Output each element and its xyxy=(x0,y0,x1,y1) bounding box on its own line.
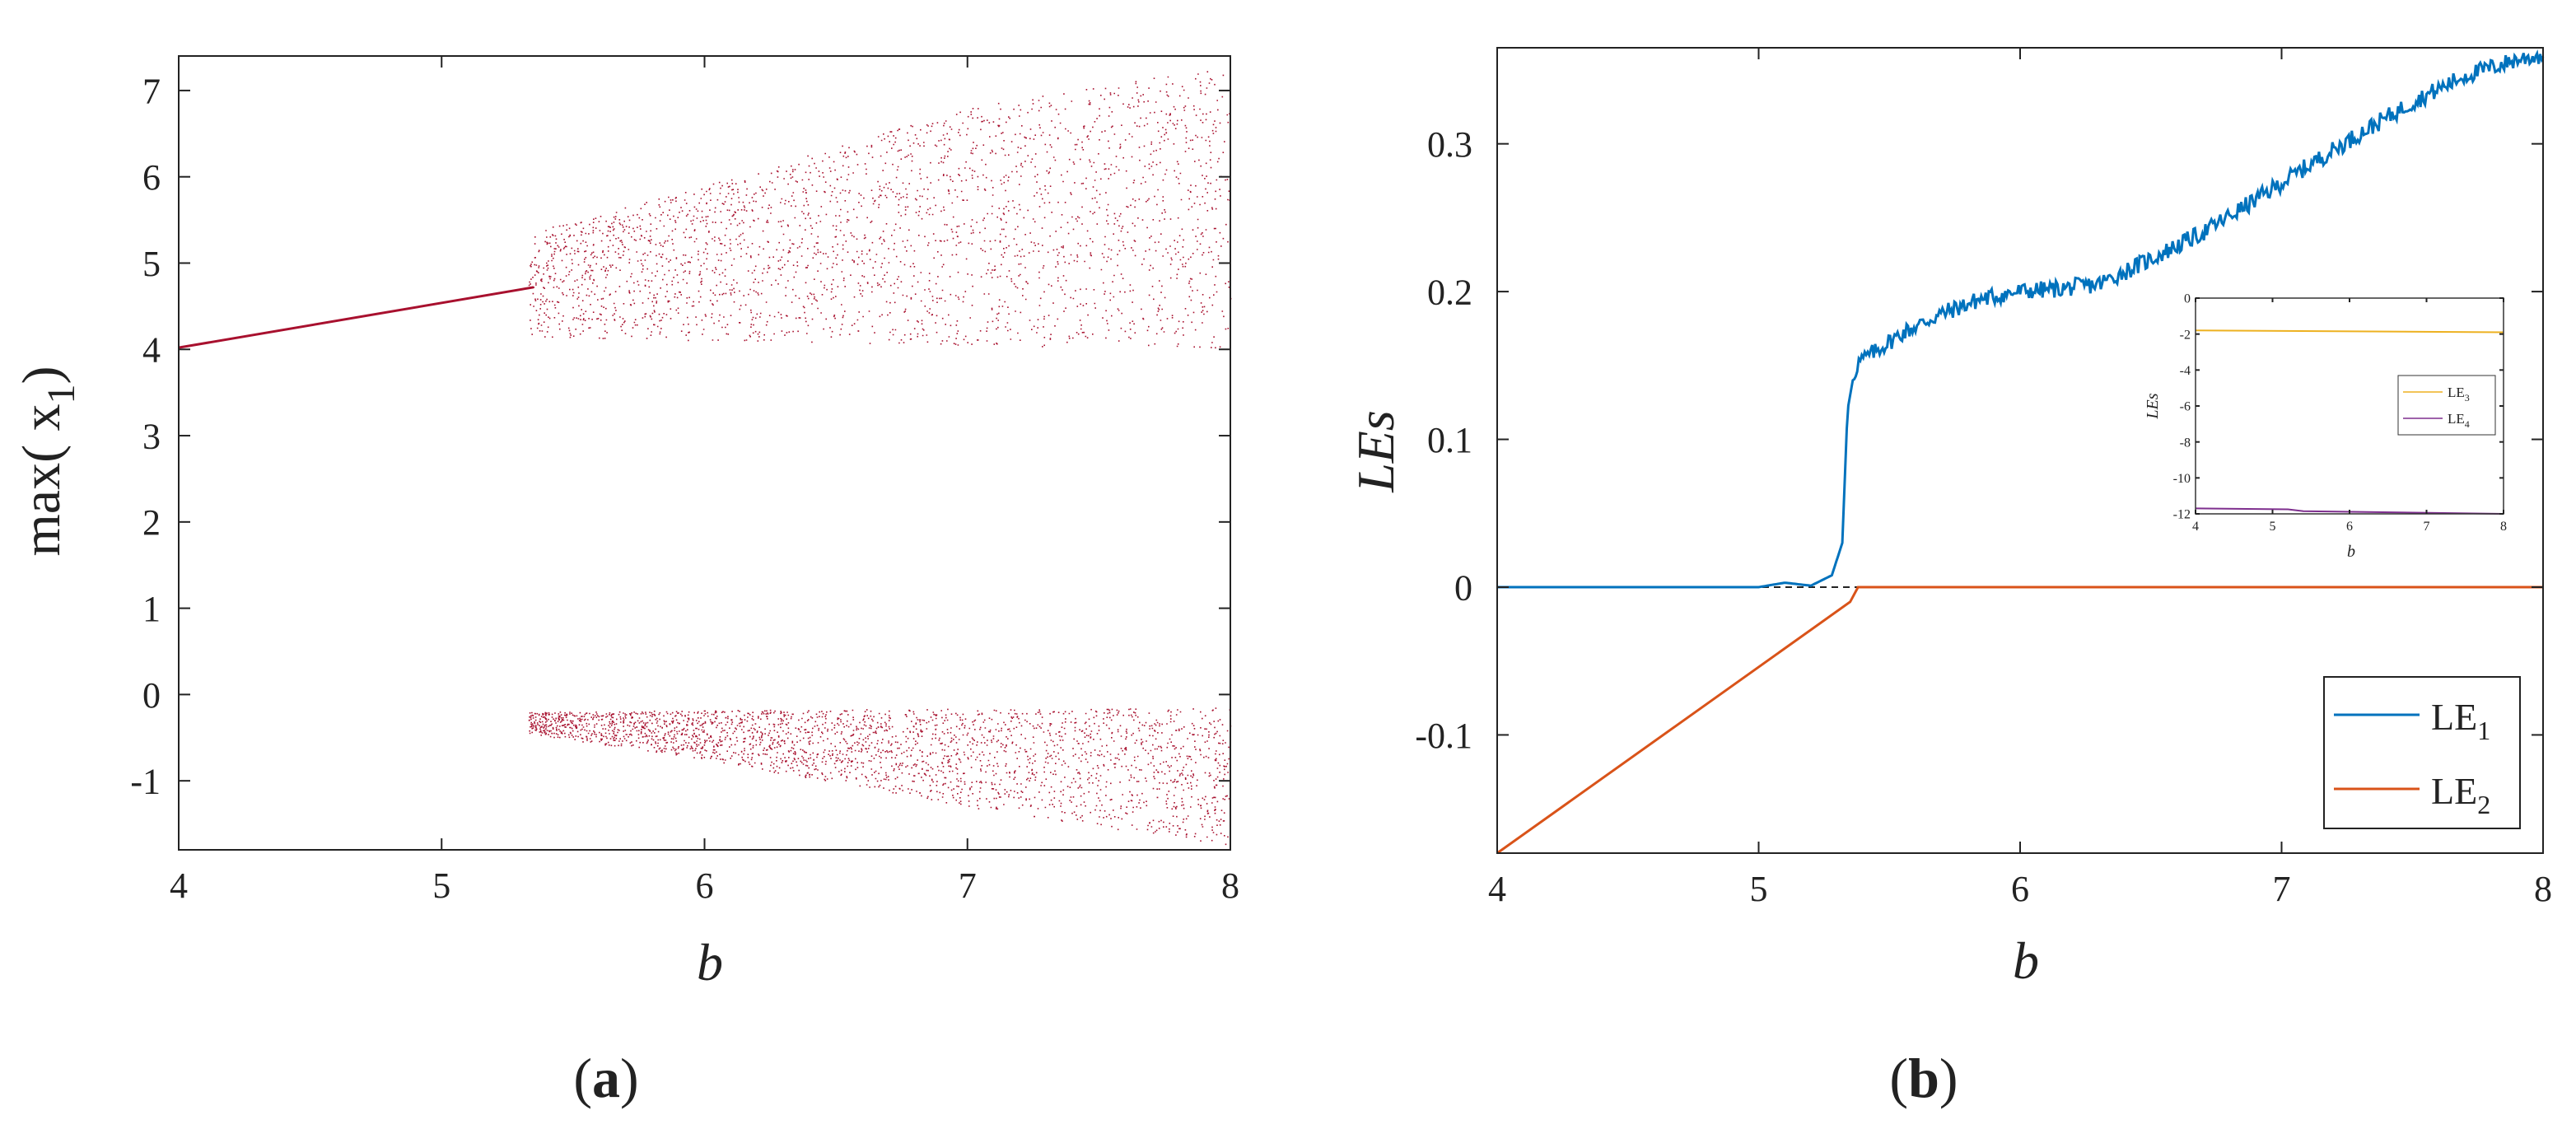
chaotic-upper-band xyxy=(528,71,1232,349)
inset-x-tick-label: 7 xyxy=(2424,520,2430,534)
chaotic-lower-band xyxy=(528,707,1232,846)
inset-legend-label-le3: LE3 xyxy=(2448,385,2470,404)
legend-label-le1: LE1 xyxy=(2431,696,2490,745)
inset-legend-box xyxy=(2397,375,2496,436)
panel-b-y-tick-label: 0 xyxy=(1454,567,1472,608)
inset-x-tick-label: 4 xyxy=(2192,520,2199,534)
panel-a-x-tick-label: 8 xyxy=(1221,865,1239,906)
panel-b-x-tick-label: 7 xyxy=(2273,869,2291,909)
inset-y-tick-label: -10 xyxy=(2173,472,2191,486)
panel-a-x-axis-label: b xyxy=(697,933,723,991)
inset-y-axis-label: LEs xyxy=(2144,393,2162,419)
panel-a-y-tick-label: -1 xyxy=(130,762,161,802)
inset-data xyxy=(2195,329,2504,515)
inset-y-tick-label: 0 xyxy=(2184,292,2191,306)
panel-a-y-tick-label: 6 xyxy=(142,157,161,198)
panel-a-y-tick-label: 7 xyxy=(142,71,161,111)
inset-series-line-le3 xyxy=(2195,329,2504,334)
panel-a-y-tick-label: 5 xyxy=(142,244,161,284)
panel-b-caption-letter: b xyxy=(1908,1047,1939,1109)
panel-b-legend: LE1 LE2 xyxy=(2323,676,2521,829)
series-line-le1 xyxy=(1497,49,2545,589)
panel-b-x-axis-label: b xyxy=(2013,931,2039,990)
inset-x-axis-label: b xyxy=(2347,543,2355,561)
panel-b-x-tick-label: 4 xyxy=(1488,869,1506,909)
panel-a-x-tick-label: 4 xyxy=(170,865,188,906)
inset-y-tick-label: -6 xyxy=(2180,400,2191,414)
panel-b-y-tick-label: 0.1 xyxy=(1427,420,1472,460)
panel-b-y-axis-label: LEs xyxy=(1346,410,1405,493)
panel-b-y-tick-label: 0.2 xyxy=(1427,272,1472,312)
panel-b-caption: (b) xyxy=(1889,1047,1958,1109)
inset-legend-label-le4: LE4 xyxy=(2448,411,2470,430)
panel-a-caption: (a) xyxy=(573,1047,638,1109)
panel-b-ticks: 4 5 6 7 8 -0.1 0 0.1 0.2 0.3 xyxy=(1415,48,2552,909)
inset-y-tick-label: -4 xyxy=(2180,364,2191,378)
period-one-branch xyxy=(178,286,534,349)
panel-a-x-tick-label: 5 xyxy=(432,865,450,906)
inset-ticks: 4 5 6 7 8 -12 -10 -8 -6 -4 -2 0 xyxy=(2173,292,2507,534)
inset-y-tick-label: -12 xyxy=(2173,508,2191,522)
panel-a-y-axis-label-close: ) xyxy=(12,366,72,384)
panel-a-y-axis-label-main: max( x xyxy=(12,404,72,556)
inset-x-tick-label: 5 xyxy=(2270,520,2276,534)
panel-a-y-axis-label: max( x1) xyxy=(12,366,83,556)
panel-a-data xyxy=(178,71,1232,846)
legend-label-le2: LE2 xyxy=(2431,770,2490,819)
panel-a-ticks: 4 5 6 7 8 -1 0 1 2 3 4 5 6 7 xyxy=(130,56,1239,906)
panel-a-x-tick-label: 6 xyxy=(696,865,714,906)
inset-series-line-le4 xyxy=(2195,507,2504,515)
inset-x-tick-label: 6 xyxy=(2346,520,2353,534)
panel-a-y-tick-label: 1 xyxy=(142,589,161,629)
inset-y-tick-label: -2 xyxy=(2180,328,2191,342)
panel-b-legend-box xyxy=(2323,676,2521,829)
series-line-le2 xyxy=(1496,585,2543,855)
panel-b-x-tick-label: 8 xyxy=(2534,869,2552,909)
panel-b-y-tick-label: 0.3 xyxy=(1427,124,1472,165)
panel-b-data xyxy=(1496,49,2545,855)
panel-a-y-tick-label: 0 xyxy=(142,675,161,716)
panel-b-x-tick-label: 6 xyxy=(2011,869,2029,909)
panel-a-caption-letter: a xyxy=(592,1047,620,1109)
panel-b-lyapunov-exponents: 4 5 6 7 8 -0.1 0 0.1 0.2 0.3 b LEs LE1 LE2 4 5 6 7 8 -… xyxy=(1346,47,2552,1109)
panel-a-y-axis-label-subscript: 1 xyxy=(40,384,83,404)
inset-x-tick-label: 8 xyxy=(2500,520,2507,534)
inset-legend: LE3 LE4 xyxy=(2397,375,2496,436)
inset-y-tick-label: -8 xyxy=(2180,436,2191,450)
panel-a-y-tick-label: 4 xyxy=(142,330,161,371)
panel-a-y-tick-label: 2 xyxy=(142,502,161,543)
panel-a-y-tick-label: 3 xyxy=(142,416,161,456)
panel-b-x-tick-label: 5 xyxy=(1750,869,1768,909)
panel-b-y-tick-label: -0.1 xyxy=(1415,716,1472,756)
inset-plot: 4 5 6 7 8 -12 -10 -8 -6 -4 -2 0 b LEs LE3 LE4 xyxy=(2144,292,2507,561)
panel-a-x-tick-label: 7 xyxy=(959,865,977,906)
